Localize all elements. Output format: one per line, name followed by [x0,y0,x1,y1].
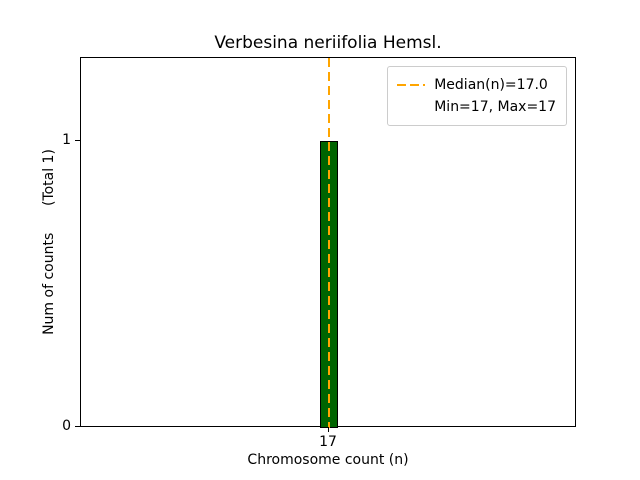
y-tick-mark [75,140,80,142]
y-tick-label: 1 [62,132,71,149]
chart-title: Verbesina neriifolia Hemsl. [214,33,442,53]
y-tick-label: 0 [62,418,71,434]
x-tick-mark [328,427,329,432]
median-line [328,58,330,428]
legend-sample-spacer [397,106,425,108]
legend: Median(n)=17.0 Min=17, Max=17 [387,66,567,126]
plot-area: Median(n)=17.0 Min=17, Max=17 [80,57,576,428]
y-axis-label: Num of counts (Total 1) [41,149,57,335]
x-tick-label: 17 [319,434,337,450]
legend-minmax-label: Min=17, Max=17 [434,99,556,115]
legend-entry-minmax: Min=17, Max=17 [397,96,556,118]
x-axis-label: Chromosome count (n) [247,452,409,468]
y-tick-mark [75,426,80,427]
legend-entry-median: Median(n)=17.0 [397,74,556,96]
median-line-sample-icon [397,84,426,86]
legend-median-label: Median(n)=17.0 [434,77,548,93]
